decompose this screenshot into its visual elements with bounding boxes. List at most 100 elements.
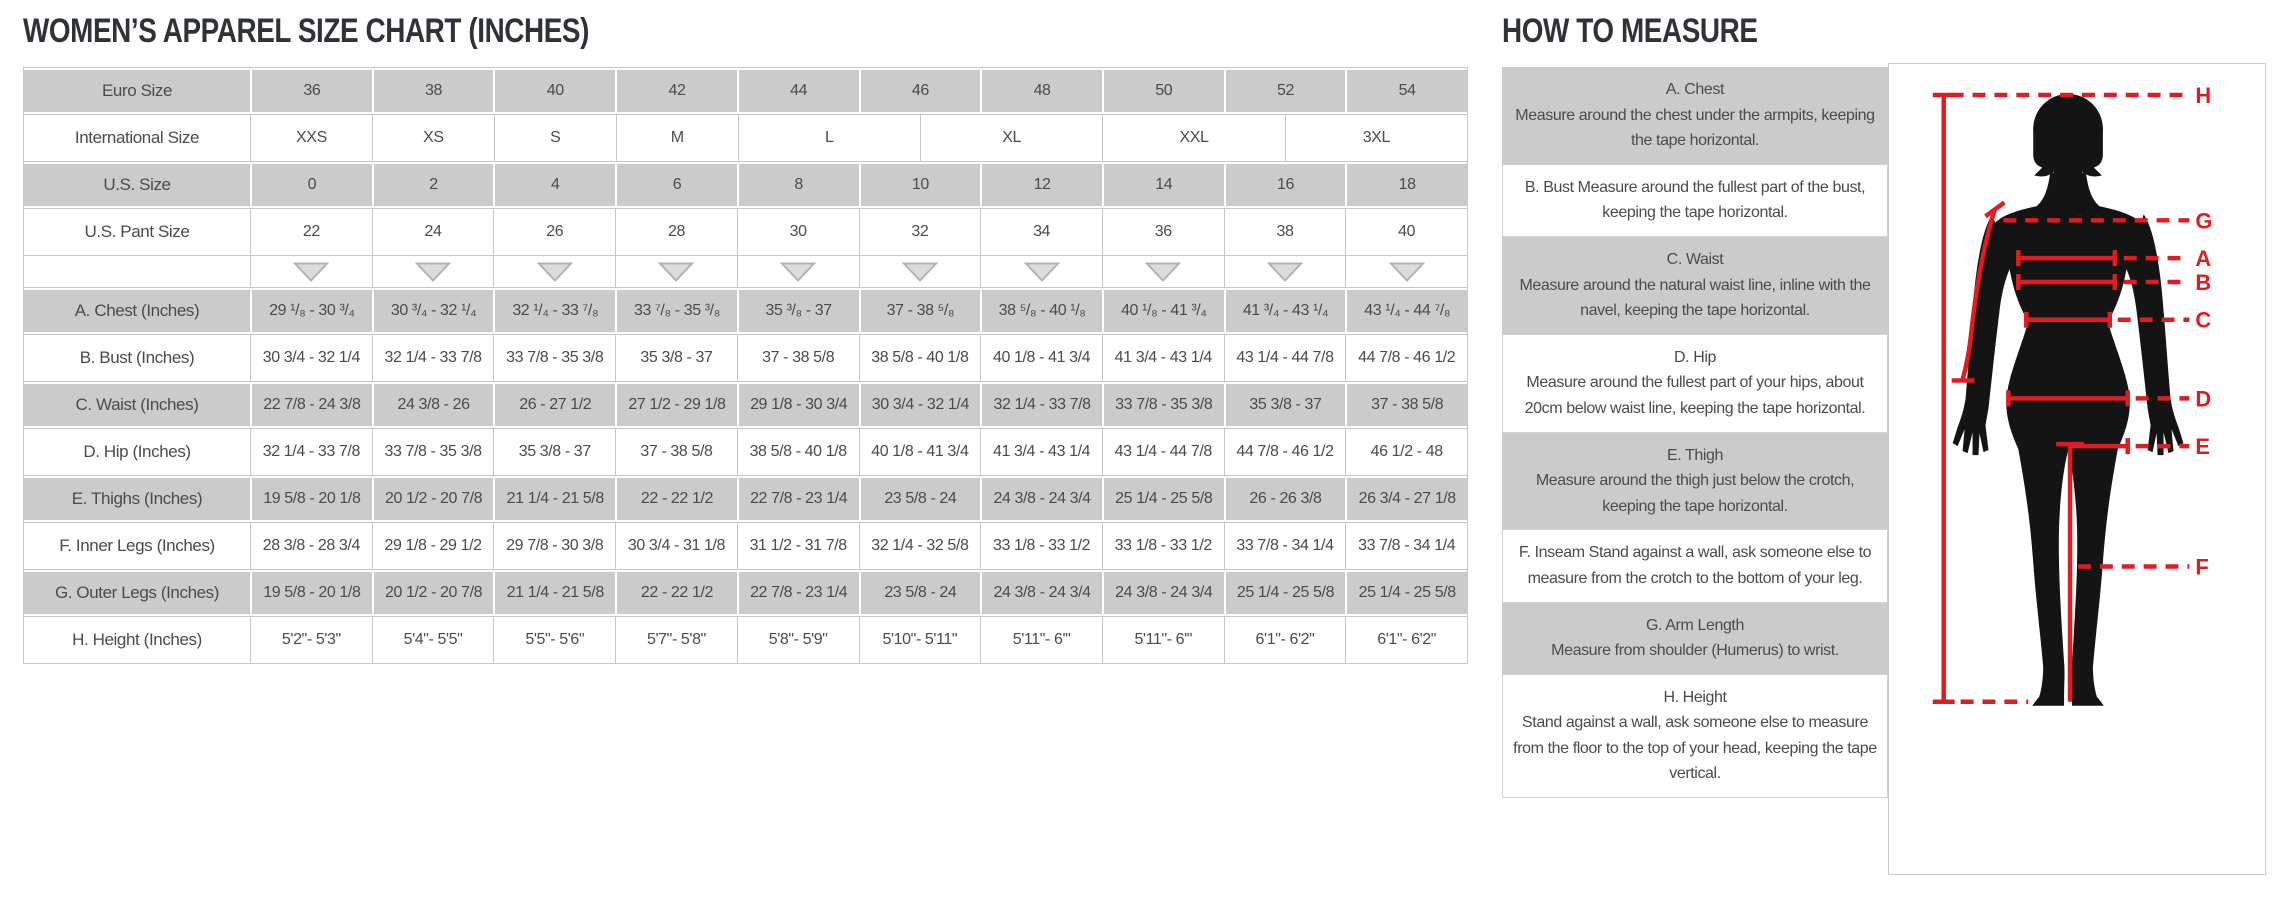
size-cell-waist-3: 27 1/2 - 29 1/8 bbox=[615, 382, 737, 428]
female-body-silhouette-icon bbox=[1952, 93, 2184, 706]
size-cell-us-pant-size-4: 30 bbox=[736, 209, 859, 255]
size-cell-euro-size-4: 44 bbox=[736, 68, 859, 114]
table-row-thighs: E. Thighs (Inches) 19 5/8 - 20 1/8 20 1/2 … bbox=[24, 475, 1468, 522]
divider-triangle-cell bbox=[250, 256, 372, 287]
divider-triangle-cell bbox=[1345, 256, 1467, 287]
size-cell-chest-6: 38 ⁵/₈ - 40 ¹/₈ bbox=[980, 288, 1102, 334]
size-cell-us-size-6: 12 bbox=[980, 162, 1102, 208]
size-cell-outer-legs-4: 22 7/8 - 23 1/4 bbox=[736, 570, 859, 616]
waist-line-c bbox=[2024, 311, 2113, 328]
size-cell-waist-5: 30 3/4 - 32 1/4 bbox=[858, 382, 981, 428]
divider-triangle-cell bbox=[493, 256, 615, 287]
size-cell-euro-size-0: 36 bbox=[250, 68, 372, 114]
size-cell-euro-size-6: 48 bbox=[980, 68, 1102, 114]
diagram-label-b: B bbox=[2195, 270, 2211, 295]
size-cell-international-size-1: XS bbox=[371, 115, 494, 161]
size-cell-outer-legs-3: 22 - 22 1/2 bbox=[615, 570, 737, 616]
dropdown-triangle-icon bbox=[901, 262, 938, 282]
dropdown-triangle-icon bbox=[293, 262, 330, 282]
measure-card-text: Stand against a wall, ask someone else t… bbox=[1513, 714, 1877, 783]
table-row-inner-legs: F. Inner Legs (Inches) 28 3/8 - 28 3/4 29 … bbox=[24, 522, 1467, 569]
size-cell-chest-0: 29 ¹/₈ - 30 ³/₄ bbox=[250, 288, 372, 334]
row-label-inner-legs: F. Inner Legs (Inches) bbox=[59, 536, 215, 555]
size-cell-hip-3: 37 - 38 5/8 bbox=[615, 429, 737, 475]
size-cell-thighs-5: 23 5/8 - 24 bbox=[858, 476, 981, 522]
measure-card-hip: D. Hip Measure around the fullest part of… bbox=[1502, 333, 1888, 433]
row-label-hip: D. Hip (Inches) bbox=[83, 442, 191, 461]
size-cell-inner-legs-4: 31 1/2 - 31 7/8 bbox=[736, 523, 859, 569]
size-cell-thighs-6: 24 3/8 - 24 3/4 bbox=[980, 476, 1102, 522]
diagram-label-c: C bbox=[2195, 308, 2211, 333]
size-cell-us-size-0: 0 bbox=[250, 162, 372, 208]
size-cell-euro-size-7: 50 bbox=[1101, 68, 1224, 114]
size-cell-outer-legs-1: 20 1/2 - 20 7/8 bbox=[371, 570, 494, 616]
chest-line-a bbox=[2016, 250, 2118, 267]
dropdown-triangle-icon bbox=[780, 262, 817, 282]
measure-card-text: B. Bust Measure around the fullest part … bbox=[1524, 178, 1866, 222]
size-cell-bust-0: 30 3/4 - 32 1/4 bbox=[250, 335, 372, 381]
size-cell-waist-4: 29 1/8 - 30 3/4 bbox=[736, 382, 859, 428]
diagram-letter-labels: H G A B C D E F bbox=[2195, 83, 2212, 579]
divider-triangle-cell bbox=[858, 256, 981, 287]
size-cell-thighs-4: 22 7/8 - 23 1/4 bbox=[736, 476, 859, 522]
size-cell-thighs-7: 25 1/4 - 25 5/8 bbox=[1101, 476, 1224, 522]
size-cell-us-pant-size-1: 24 bbox=[371, 209, 494, 255]
table-row-bust: B. Bust (Inches) 30 3/4 - 32 1/4 32 1/4 - … bbox=[24, 334, 1467, 381]
size-cell-us-size-7: 14 bbox=[1101, 162, 1224, 208]
size-cell-thighs-0: 19 5/8 - 20 1/8 bbox=[250, 476, 372, 522]
measure-card-text: Measure around the chest under the armpi… bbox=[1515, 106, 1875, 150]
measure-card-heading: G. Arm Length bbox=[1646, 616, 1744, 634]
dropdown-triangle-icon bbox=[1023, 262, 1060, 282]
size-cell-hip-0: 32 1/4 - 33 7/8 bbox=[250, 429, 372, 475]
measurement-diagram-svg: H G A B C D E F bbox=[1932, 83, 2212, 706]
size-cell-chest-7: 40 ¹/₈ - 41 ³/₄ bbox=[1101, 288, 1224, 334]
diagram-label-e: E bbox=[2195, 434, 2210, 459]
size-cell-bust-6: 40 1/8 - 41 3/4 bbox=[980, 335, 1102, 381]
divider-triangle-cell bbox=[615, 256, 737, 287]
size-cell-us-pant-size-3: 28 bbox=[615, 209, 737, 255]
divider-triangle-cell bbox=[371, 256, 494, 287]
table-row-hip: D. Hip (Inches) 32 1/4 - 33 7/8 33 7/8 - 3… bbox=[24, 428, 1467, 475]
table-row-outer-legs: G. Outer Legs (Inches) 19 5/8 - 20 1/8 20 … bbox=[24, 569, 1468, 616]
size-cell-outer-legs-6: 24 3/8 - 24 3/4 bbox=[980, 570, 1102, 616]
divider-triangle-cell bbox=[736, 256, 859, 287]
size-cell-chest-2: 32 ¹/₄ - 33 ⁷/₈ bbox=[493, 288, 616, 334]
size-cell-inner-legs-6: 33 1/8 - 33 1/2 bbox=[980, 523, 1102, 569]
table-row-height: H. Height (Inches) 5'2"- 5'3" 5'4"- 5'5" 5'… bbox=[24, 616, 1467, 663]
size-cell-international-size-0: XXS bbox=[250, 115, 372, 161]
size-cell-chest-5: 37 - 38 ⁵/₈ bbox=[858, 288, 981, 334]
row-label-us-pant-size: U.S. Pant Size bbox=[84, 222, 190, 241]
measure-card-waist: C. Waist Measure around the natural waist… bbox=[1502, 236, 1888, 334]
dropdown-triangle-icon bbox=[1145, 262, 1182, 282]
left-arm-shape bbox=[1952, 214, 2016, 456]
diagram-label-a: A bbox=[2195, 246, 2211, 271]
size-cell-bust-7: 41 3/4 - 43 1/4 bbox=[1101, 335, 1224, 381]
size-cell-bust-4: 37 - 38 5/8 bbox=[736, 335, 859, 381]
size-cell-chest-9: 43 ¹/₄ - 44 ⁷/₈ bbox=[1345, 288, 1468, 334]
size-cell-height-7: 5'11"- 6'" bbox=[1101, 617, 1224, 663]
inseam-line-f bbox=[2056, 441, 2084, 702]
size-cell-waist-1: 24 3/8 - 26 bbox=[371, 382, 494, 428]
measure-card-chest: A. Chest Measure around the chest under t… bbox=[1502, 67, 1888, 164]
size-cell-chest-3: 33 ⁷/₈ - 35 ³/₈ bbox=[615, 288, 737, 334]
measure-card-thigh: E. Thigh Measure around the thigh just be… bbox=[1502, 432, 1888, 530]
divider-triangle-cell bbox=[980, 256, 1102, 287]
diagram-label-f: F bbox=[2195, 554, 2208, 579]
solid-measure-lines bbox=[1932, 92, 2130, 704]
size-cell-international-size-6: XXL bbox=[1102, 115, 1284, 161]
size-cell-us-pant-size-7: 36 bbox=[1101, 209, 1224, 255]
size-cell-bust-1: 32 1/4 - 33 7/8 bbox=[371, 335, 494, 381]
size-cell-thighs-9: 26 3/4 - 27 1/8 bbox=[1345, 476, 1468, 522]
row-label-thighs: E. Thighs (Inches) bbox=[24, 476, 250, 522]
size-cell-us-size-2: 4 bbox=[493, 162, 616, 208]
diagram-label-h: H bbox=[2195, 83, 2211, 108]
size-cell-inner-legs-0: 28 3/8 - 28 3/4 bbox=[250, 523, 372, 569]
size-cell-waist-8: 35 3/8 - 37 bbox=[1223, 382, 1346, 428]
size-cell-outer-legs-9: 25 1/4 - 25 5/8 bbox=[1345, 570, 1468, 616]
size-cell-waist-7: 33 7/8 - 35 3/8 bbox=[1101, 382, 1224, 428]
size-cell-outer-legs-5: 23 5/8 - 24 bbox=[858, 570, 981, 616]
row-label-euro-size: Euro Size bbox=[24, 68, 250, 114]
size-cell-outer-legs-0: 19 5/8 - 20 1/8 bbox=[250, 570, 372, 616]
measure-card-heading: H. Height bbox=[1663, 688, 1727, 706]
divider-triangle-cell bbox=[1101, 256, 1224, 287]
